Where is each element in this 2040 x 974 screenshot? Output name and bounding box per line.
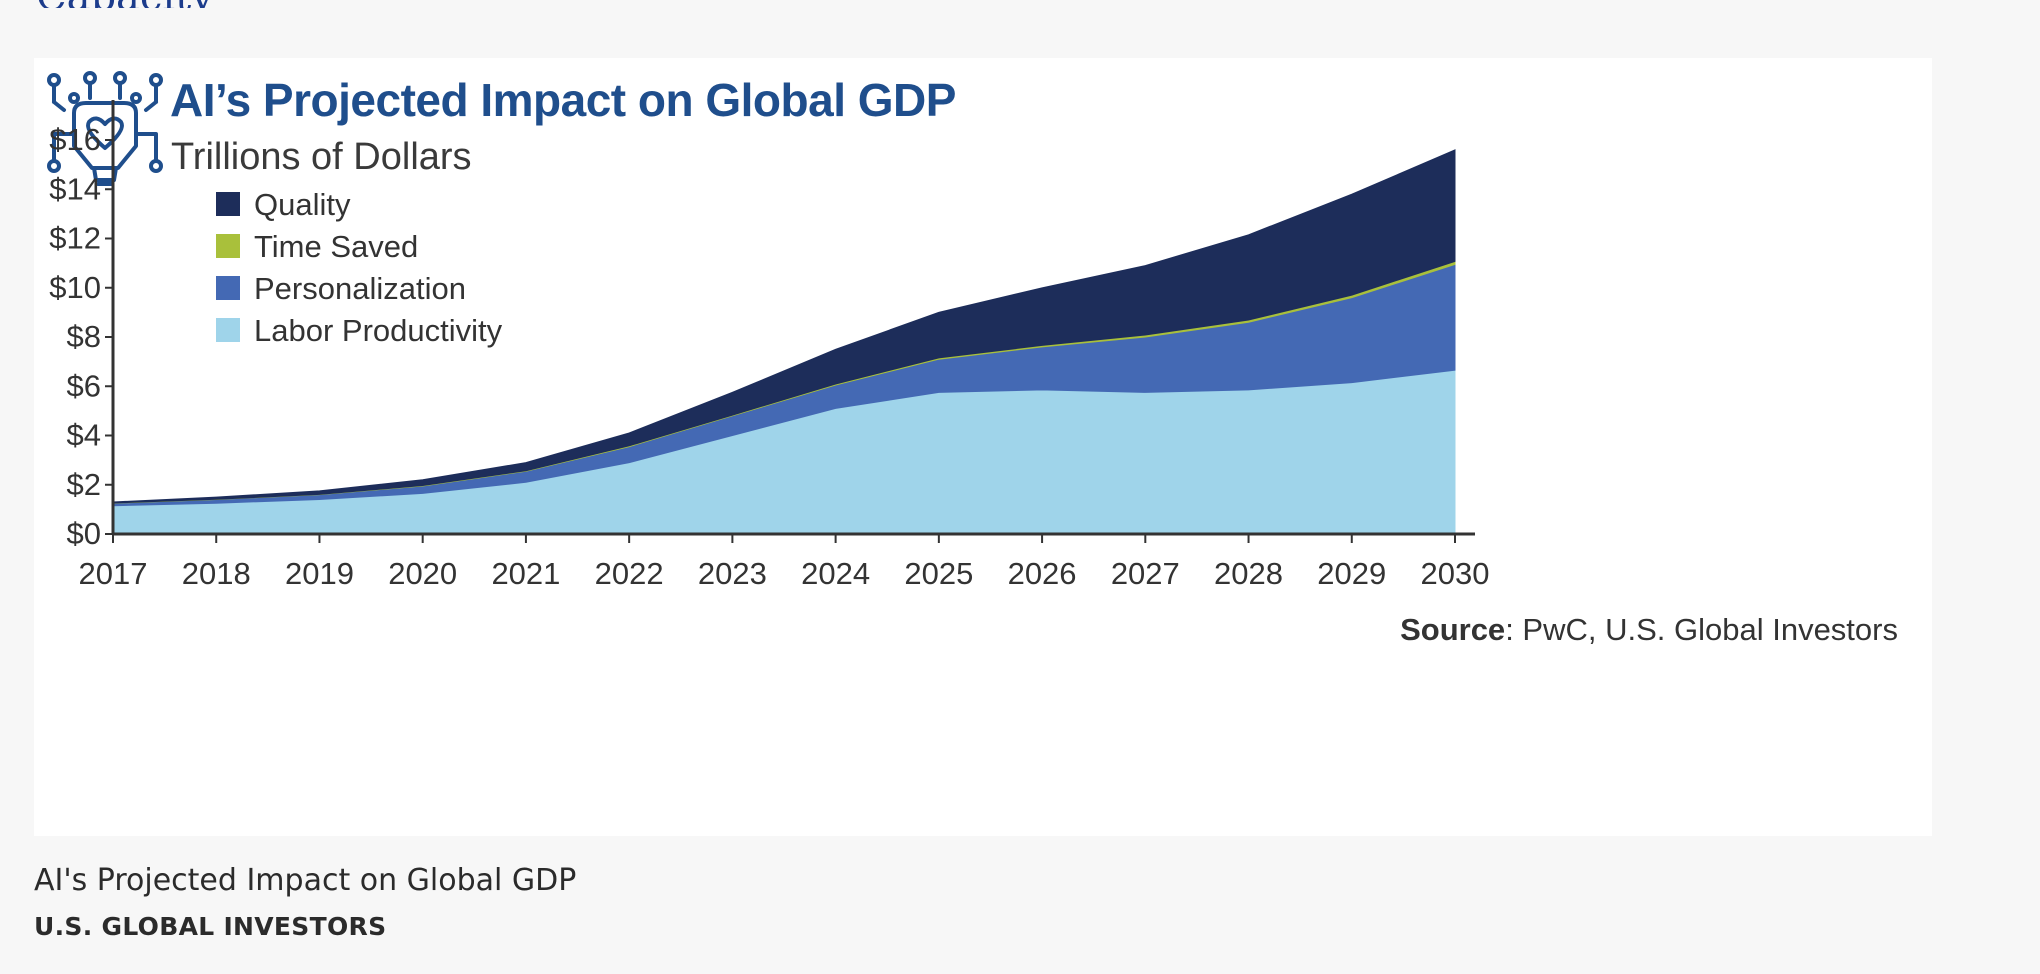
x-tick-label: 2019: [285, 556, 354, 591]
legend-label-labor-productivity: Labor Productivity: [254, 313, 503, 348]
y-tick-label: $6: [67, 368, 101, 403]
y-tick-label: $16: [49, 122, 101, 157]
legend-swatch-labor-productivity: [216, 318, 240, 342]
area-quality: [112, 149, 1456, 504]
ai-chip-brain-icon: [47, 71, 163, 186]
x-tick-label: 2017: [79, 556, 148, 591]
x-tick-label: 2023: [698, 556, 767, 591]
chart-card: AI’s Projected Impact on Global GDP Tril…: [34, 58, 1932, 836]
source-text: : PwC, U.S. Global Investors: [1505, 612, 1898, 647]
x-tick-label: 2024: [801, 556, 870, 591]
image-credit: U.S. GLOBAL INVESTORS: [34, 912, 387, 941]
y-tick-label: $2: [67, 467, 101, 502]
legend-label-personalization: Personalization: [254, 271, 466, 306]
source-note: Source: PwC, U.S. Global Investors: [1400, 612, 1898, 647]
y-tick-label: $12: [49, 221, 101, 256]
legend-swatch-time-saved: [216, 234, 240, 258]
chart-title: AI’s Projected Impact on Global GDP: [170, 74, 956, 126]
x-tick-label: 2020: [388, 556, 457, 591]
y-tick-label: $4: [67, 418, 101, 453]
x-tick-label: 2022: [595, 556, 664, 591]
x-tick-label: 2026: [1008, 556, 1077, 591]
legend-swatch-quality: [216, 192, 240, 216]
y-axis: $0 $2 $4 $6 $8 $10 $12 $14 $16: [49, 100, 115, 551]
y-tick-label: $14: [49, 171, 101, 206]
legend-label-quality: Quality: [254, 187, 351, 222]
x-tick-label: 2018: [182, 556, 251, 591]
legend: Quality Time Saved Personalization Labor Pr…: [216, 187, 503, 348]
y-tick-label: $0: [67, 516, 101, 551]
legend-label-time-saved: Time Saved: [254, 229, 418, 264]
plot-areas: [112, 149, 1456, 535]
x-tick-label: 2027: [1111, 556, 1180, 591]
x-tick-label: 2029: [1317, 556, 1386, 591]
x-axis: 2017 2018 2019 2020 2021 2022 2023 2024 2025 2026…: [79, 532, 1490, 591]
source-label: Source: [1400, 612, 1505, 647]
chart-subtitle: Trillions of Dollars: [171, 136, 472, 178]
y-tick-label: $10: [49, 270, 101, 305]
x-tick-label: 2028: [1214, 556, 1283, 591]
x-tick-label: 2025: [904, 556, 973, 591]
x-tick-label: 2030: [1421, 556, 1490, 591]
x-tick-label: 2021: [491, 556, 560, 591]
chart-svg: AI’s Projected Impact on Global GDP Tril…: [47, 71, 1898, 647]
legend-swatch-personalization: [216, 276, 240, 300]
page-heading-fragment: Capacity: [36, 0, 266, 8]
y-tick-label: $8: [67, 319, 101, 354]
image-caption: AI's Projected Impact on Global GDP: [34, 863, 577, 898]
